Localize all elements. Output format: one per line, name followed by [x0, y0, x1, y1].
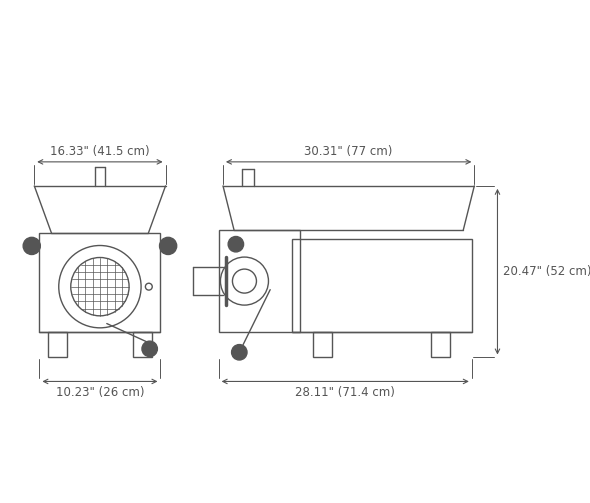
- Bar: [48, 331, 67, 358]
- Circle shape: [142, 341, 158, 357]
- Circle shape: [159, 237, 176, 255]
- Text: 20.47" (52 cm): 20.47" (52 cm): [503, 265, 590, 278]
- Text: 16.33" (41.5 cm): 16.33" (41.5 cm): [50, 144, 150, 157]
- Circle shape: [23, 237, 40, 255]
- Bar: [313, 331, 332, 358]
- Bar: [219, 230, 300, 331]
- Bar: [40, 233, 160, 331]
- Bar: [291, 239, 472, 331]
- Circle shape: [228, 236, 244, 252]
- Text: 10.23" (26 cm): 10.23" (26 cm): [55, 386, 144, 399]
- Bar: [431, 331, 450, 358]
- Circle shape: [232, 345, 247, 360]
- Text: 30.31" (77 cm): 30.31" (77 cm): [304, 144, 393, 157]
- Text: 28.11" (71.4 cm): 28.11" (71.4 cm): [295, 386, 395, 399]
- Bar: [133, 331, 152, 358]
